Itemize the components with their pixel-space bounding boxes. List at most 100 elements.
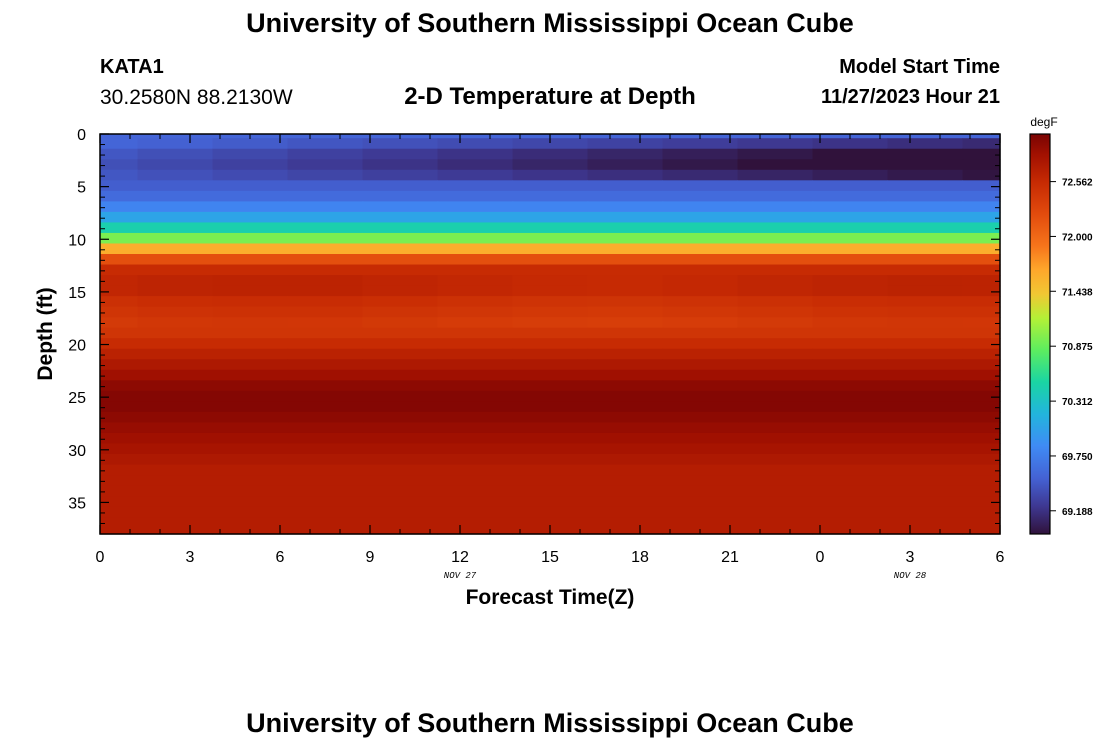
heatmap-cell <box>887 275 964 287</box>
heatmap-cell <box>137 201 214 213</box>
heatmap-cell <box>212 264 289 276</box>
heatmap-cell <box>212 211 289 224</box>
heatmap-cell <box>962 190 1001 202</box>
heatmap-cell <box>362 232 439 245</box>
station-id: KATA1 <box>100 56 164 78</box>
heatmap-cell <box>812 285 889 297</box>
heatmap-cell <box>287 517 364 535</box>
heatmap-cell <box>887 159 964 171</box>
heatmap-cell <box>287 275 364 287</box>
heatmap-cell <box>512 264 589 276</box>
heatmap-cell <box>362 443 439 455</box>
y-tick-label: 10 <box>68 232 86 249</box>
heatmap-cell <box>137 243 214 255</box>
heatmap-cell <box>512 338 589 350</box>
heatmap-cell <box>812 201 889 213</box>
heatmap-cell <box>587 517 664 535</box>
heatmap-cell <box>587 296 664 308</box>
heatmap-cell <box>287 443 364 455</box>
heatmap-cell <box>662 443 739 455</box>
heatmap-cell <box>137 254 214 266</box>
heatmap-cell <box>137 264 214 276</box>
heatmap-cell <box>137 411 214 424</box>
heatmap-cell <box>812 159 889 171</box>
heatmap-cell <box>887 506 964 518</box>
heatmap-cell <box>587 443 664 455</box>
y-tick-label: 5 <box>77 180 86 197</box>
heatmap-cell <box>512 485 589 497</box>
heatmap-cell <box>962 411 1001 424</box>
heatmap-cell <box>587 475 664 487</box>
heatmap-cell <box>887 169 964 181</box>
heatmap-cell <box>812 232 889 245</box>
heatmap-cell <box>437 159 514 171</box>
heatmap-cell <box>662 485 739 497</box>
heatmap-cell <box>362 422 439 434</box>
heatmap-cell <box>587 243 664 255</box>
heatmap-cell <box>100 359 139 371</box>
heatmap-cell <box>887 243 964 255</box>
heatmap-cell <box>137 327 214 339</box>
x-tick-label: 6 <box>276 549 285 566</box>
heatmap-cell <box>737 380 814 392</box>
heatmap-cell <box>662 138 739 150</box>
heatmap-cell <box>137 348 214 360</box>
x-tick-label: 3 <box>906 549 915 566</box>
heatmap-cell <box>962 201 1001 213</box>
heatmap-cell <box>512 348 589 360</box>
heatmap-cell <box>587 422 664 434</box>
heatmap-cell <box>437 327 514 339</box>
heatmap-cell <box>962 464 1001 476</box>
heatmap-cell <box>812 348 889 360</box>
heatmap-cell <box>962 401 1001 413</box>
heatmap-cell <box>737 254 814 266</box>
heatmap-cell <box>100 254 139 266</box>
heatmap-cell <box>212 296 289 308</box>
heatmap-cell <box>587 432 664 445</box>
heatmap-cell <box>437 369 514 381</box>
heatmap-cell <box>287 454 364 466</box>
heatmap-cell <box>100 211 139 224</box>
heatmap-cell <box>100 201 139 213</box>
heatmap-cell <box>887 454 964 466</box>
heatmap-cell <box>362 285 439 297</box>
heatmap-cell <box>587 317 664 329</box>
heatmap-cell <box>512 401 589 413</box>
heatmap-cell <box>887 475 964 487</box>
heatmap-cell <box>137 159 214 171</box>
heatmap-cell <box>512 190 589 202</box>
heatmap-cell <box>812 380 889 392</box>
heatmap-cell <box>662 422 739 434</box>
plot-title: 2-D Temperature at Depth <box>404 83 696 110</box>
heatmap-cell <box>287 380 364 392</box>
heatmap-cell <box>437 201 514 213</box>
heatmap-cell <box>662 359 739 371</box>
heatmap-cell <box>962 159 1001 171</box>
heatmap-cell <box>962 134 1001 139</box>
heatmap-cell <box>662 338 739 350</box>
heatmap-cell <box>512 369 589 381</box>
heatmap-cell <box>212 432 289 445</box>
heatmap-cell <box>587 359 664 371</box>
heatmap-cell <box>662 432 739 445</box>
y-tick-label: 0 <box>77 127 86 144</box>
heatmap-cell <box>287 411 364 424</box>
heatmap-cell <box>287 475 364 487</box>
heatmap-cell <box>137 506 214 518</box>
heatmap-cell <box>887 380 964 392</box>
heatmap-cell <box>662 517 739 535</box>
heatmap-cell <box>812 296 889 308</box>
heatmap-cell <box>812 180 889 192</box>
heatmap-cell <box>812 338 889 350</box>
heatmap-cell <box>512 285 589 297</box>
heatmap-cell <box>437 401 514 413</box>
heatmap-cell <box>137 275 214 287</box>
heatmap-cell <box>587 138 664 150</box>
heatmap-cell <box>737 411 814 424</box>
heatmap-cell <box>362 380 439 392</box>
heatmap-cell <box>362 211 439 224</box>
heatmap-cell <box>737 517 814 535</box>
heatmap-cell <box>587 506 664 518</box>
heatmap-cell <box>212 148 289 160</box>
